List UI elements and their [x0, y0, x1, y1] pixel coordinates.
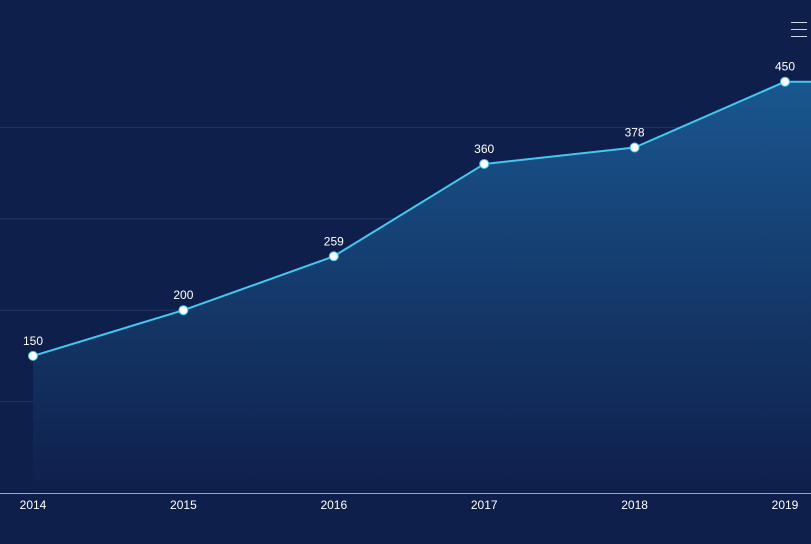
data-label-2017: 360: [474, 142, 494, 156]
x-tick-label-2017: 2017: [471, 498, 498, 512]
x-tick-label-2015: 2015: [170, 498, 197, 512]
data-point-2014: [28, 350, 38, 361]
data-point-2018: [629, 142, 640, 153]
x-tick-label-2018: 2018: [621, 498, 648, 512]
data-label-2018: 378: [625, 126, 645, 140]
menu-bar-top: [791, 22, 807, 23]
data-point-2016: [328, 251, 339, 262]
x-tick-label-2019: 2019: [772, 498, 799, 512]
data-labels: 150 200 259 360 378 450: [23, 60, 795, 348]
x-tick-labels: 2014 2015 2016 2017 2018 2019: [20, 498, 799, 512]
data-label-2015: 200: [173, 288, 193, 302]
data-point-2017: [479, 158, 490, 169]
data-label-2014: 150: [23, 334, 43, 348]
x-tick-label-2014: 2014: [20, 498, 47, 512]
data-points: [28, 76, 790, 361]
x-tick-label-2016: 2016: [320, 498, 347, 512]
hamburger-menu-icon[interactable]: [791, 22, 807, 40]
area-fill: [33, 81, 811, 493]
data-point-2015: [178, 305, 189, 316]
data-point-2019: [780, 76, 790, 87]
menu-bar-bottom: [791, 36, 807, 37]
data-label-2016: 259: [324, 234, 344, 248]
area-path: [33, 81, 811, 493]
menu-bar-middle: [791, 29, 807, 30]
data-label-2019: 450: [775, 60, 795, 74]
